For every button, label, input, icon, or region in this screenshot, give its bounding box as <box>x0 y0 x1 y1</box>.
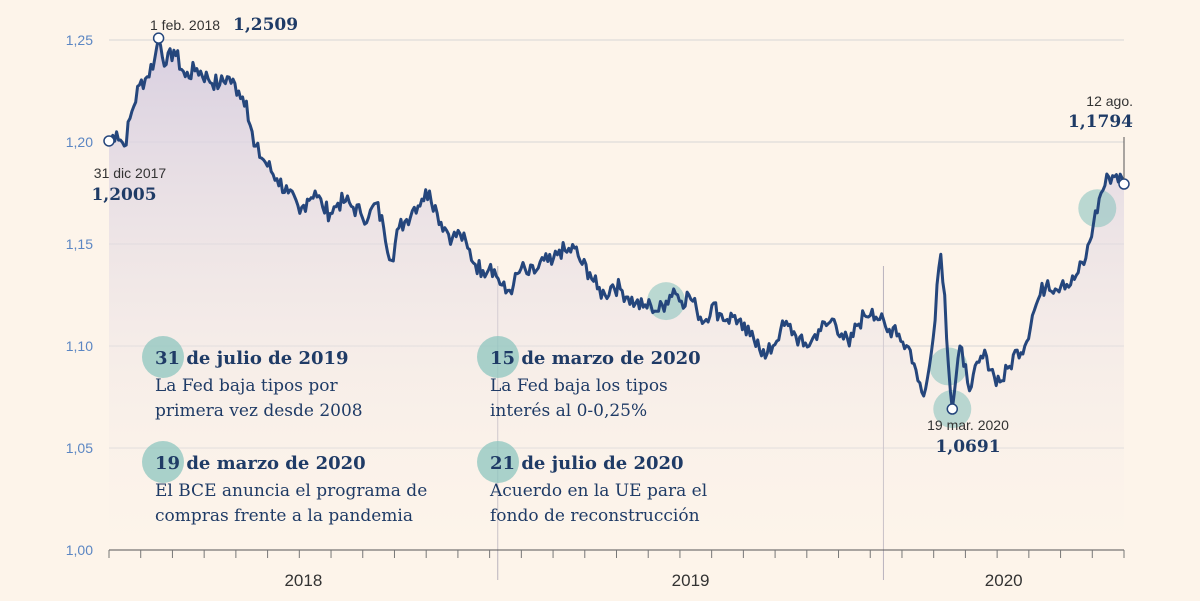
line-layer <box>107 36 1126 411</box>
end-value-label: 1,1794 <box>1068 112 1133 132</box>
event-2-title: 15 de marzo de 2020 <box>490 348 701 369</box>
peak-point <box>152 32 165 44</box>
start-date-label: 31 dic 2017 <box>94 165 167 181</box>
annotation-peak: 1 feb. 2018 1,2509 <box>150 15 298 35</box>
end-date-label: 12 ago. <box>1086 93 1133 109</box>
event-1-line-1: La Fed baja tipos por <box>155 376 338 396</box>
event-marker-icon <box>142 441 184 483</box>
x-year-label: 2018 <box>284 571 322 590</box>
event-4-line-1: Acuerdo en la UE para el <box>489 481 707 501</box>
y-tick-label: 1,10 <box>66 338 93 354</box>
y-tick-label: 1,25 <box>66 32 93 48</box>
event-4-title: 21 de julio de 2020 <box>490 453 684 474</box>
event-4-line-2: fondo de reconstrucción <box>490 506 700 526</box>
start-value-label: 1,2005 <box>91 185 156 205</box>
peak-value-label: 1,2509 <box>233 15 298 35</box>
x-year-label: 2020 <box>985 571 1023 590</box>
event-3-line-1: El BCE anuncia el programa de <box>155 481 427 501</box>
event-legend-3: 19 de marzo de 2020 El BCE anuncia el pr… <box>142 441 427 526</box>
axis-layer: 1,25 1,20 1,15 1,10 1,05 1,00 2018 2019 2020 <box>66 32 1125 590</box>
event-legend-2: 15 de marzo de 2020 La Fed baja los tipo… <box>477 336 701 421</box>
series-line <box>107 36 1126 411</box>
low-date-label: 19 mar. 2020 <box>927 417 1009 433</box>
event-3-title: 19 de marzo de 2020 <box>155 453 366 474</box>
peak-date-label: 1 feb. 2018 <box>150 17 220 33</box>
event-3-line-2: compras frente a la pandemia <box>155 506 413 526</box>
low-point <box>946 403 959 415</box>
series-area <box>109 38 1124 550</box>
event-legend-1: 31 de julio de 2019 La Fed baja tipos po… <box>142 336 363 421</box>
start-point <box>103 135 115 147</box>
y-tick-label: 1,15 <box>66 236 93 252</box>
event-marker-icon <box>477 336 519 378</box>
event-1-title: 31 de julio de 2019 <box>155 348 349 369</box>
low-value-label: 1,0691 <box>935 437 1000 457</box>
annotation-low: 19 mar. 2020 1,0691 <box>927 417 1009 457</box>
end-point <box>1118 178 1130 190</box>
event-1-line-2: primera vez desde 2008 <box>155 401 363 421</box>
event-marker-icon <box>477 441 519 483</box>
point-layer <box>103 32 1130 415</box>
annotation-end: 12 ago. 1,1794 <box>1068 93 1133 132</box>
event-2-line-1: La Fed baja los tipos <box>490 376 668 396</box>
y-tick-label: 1,00 <box>66 542 93 558</box>
event-marker-icon <box>142 336 184 378</box>
area-layer <box>109 38 1124 550</box>
y-tick-label: 1,05 <box>66 440 93 456</box>
annotation-start: 31 dic 2017 1,2005 <box>91 165 166 205</box>
event-2-line-2: interés al 0-0,25% <box>490 401 647 421</box>
x-year-label: 2019 <box>672 571 710 590</box>
event-legend-4: 21 de julio de 2020 Acuerdo en la UE par… <box>477 441 707 526</box>
y-tick-label: 1,20 <box>66 134 93 150</box>
